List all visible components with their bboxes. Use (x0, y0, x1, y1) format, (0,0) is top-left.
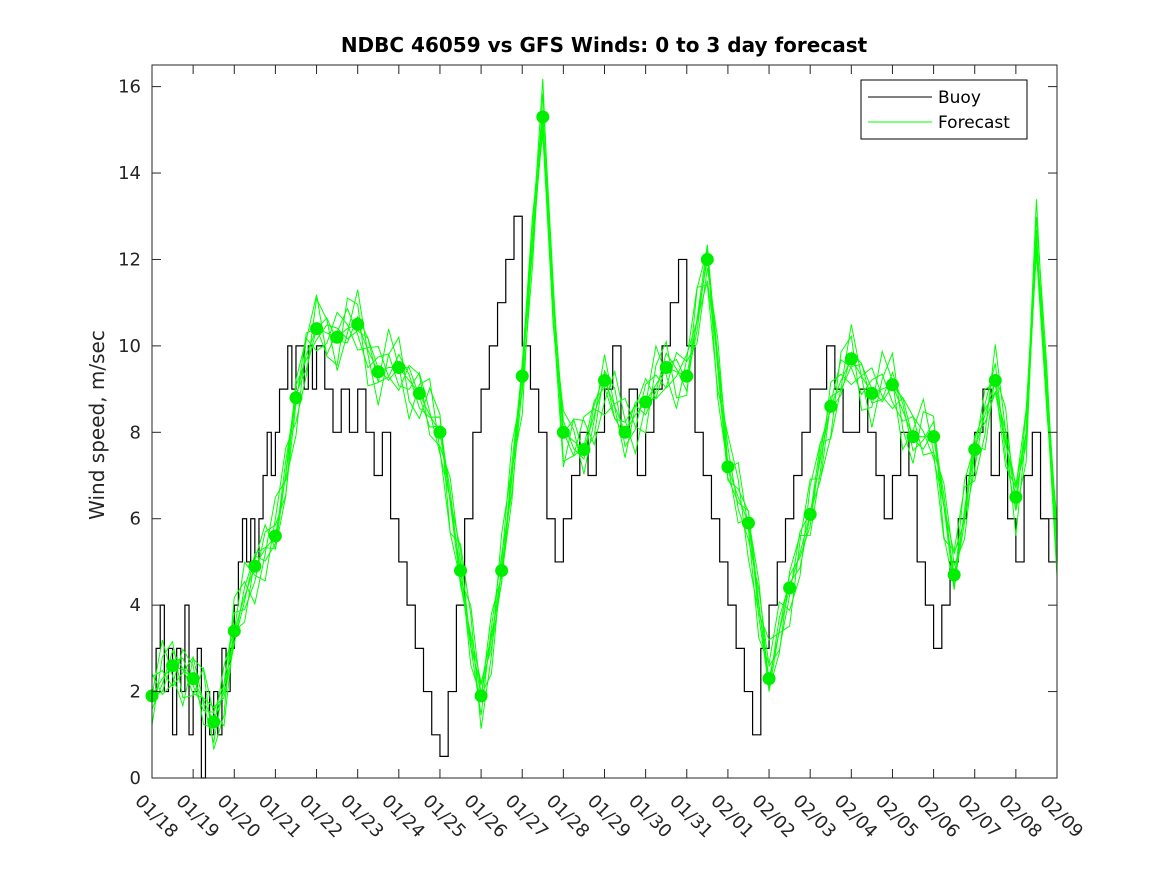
forecast-marker (1009, 490, 1023, 504)
chart-title: NDBC 46059 vs GFS Winds: 0 to 3 day fore… (341, 33, 868, 57)
forecast-marker (227, 624, 241, 638)
forecast-marker (721, 460, 735, 474)
forecast-marker (824, 399, 838, 413)
series-line-forecast-6 (151, 129, 1058, 714)
forecast-marker (783, 581, 797, 595)
forecast-marker (454, 564, 468, 578)
forecast-marker (844, 352, 858, 366)
forecast-marker (968, 443, 982, 457)
forecast-marker (371, 365, 385, 379)
forecast-marker (927, 430, 941, 444)
forecast-marker (412, 386, 426, 400)
series-line-forecast-3 (151, 78, 1058, 750)
series-line-forecast-4 (151, 93, 1058, 728)
y-tick-label: 16 (118, 77, 141, 98)
forecast-marker (577, 443, 591, 457)
series-line-forecast-5 (151, 121, 1058, 710)
forecast-marker (392, 360, 406, 374)
forecast-marker (433, 425, 447, 439)
y-tick-label: 4 (130, 595, 141, 616)
forecast-marker (556, 425, 570, 439)
y-tick-label: 2 (130, 682, 141, 703)
forecast-marker (741, 516, 755, 530)
forecast-marker (515, 369, 529, 383)
y-tick-label: 10 (118, 336, 141, 357)
forecast-marker (351, 317, 365, 331)
forecast-marker (248, 559, 262, 573)
series-line-forecast-1 (151, 134, 1058, 730)
forecast-marker (598, 373, 611, 387)
forecast-marker (803, 507, 817, 521)
forecast-marker (166, 659, 180, 673)
forecast-marker (700, 252, 714, 266)
forecast-marker (865, 386, 879, 400)
y-axis-label: Wind speed, m/sec (85, 330, 109, 520)
forecast-marker (680, 369, 694, 383)
forecast-marker (474, 689, 488, 703)
y-tick-label: 14 (118, 163, 141, 184)
y-tick-label: 6 (130, 509, 141, 530)
forecast-marker (330, 330, 344, 344)
series-line-buoy (152, 215, 1058, 779)
legend-label-forecast: Forecast (938, 113, 1010, 133)
forecast-marker (310, 322, 324, 336)
forecast-marker (495, 564, 509, 578)
legend-label-buoy: Buoy (938, 88, 981, 108)
forecast-marker (536, 110, 550, 124)
y-tick-label: 8 (130, 422, 141, 443)
y-tick-label: 0 (130, 768, 141, 789)
forecast-marker (947, 568, 961, 582)
forecast-marker (659, 360, 673, 374)
forecast-marker (885, 378, 899, 392)
forecast-marker (186, 672, 200, 686)
y-tick-label: 12 (118, 249, 141, 270)
forecast-marker (268, 529, 282, 543)
forecast-marker (906, 430, 920, 444)
forecast-marker (207, 715, 221, 729)
forecast-marker (762, 672, 776, 686)
forecast-marker (639, 395, 653, 409)
forecast-marker (289, 391, 303, 405)
legend: Buoy Forecast (860, 79, 1028, 140)
legend-box (860, 79, 1028, 140)
forecast-marker (618, 425, 632, 439)
forecast-marker (988, 373, 1002, 387)
